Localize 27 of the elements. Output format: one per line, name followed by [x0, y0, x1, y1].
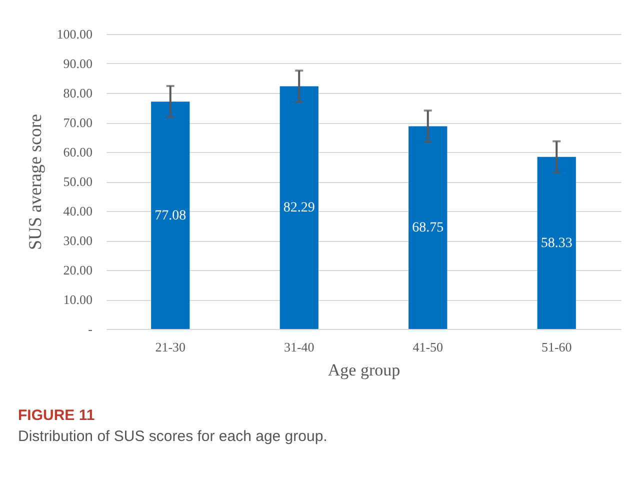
- bar: [537, 156, 576, 329]
- x-axis-title: Age group: [328, 360, 400, 380]
- y-tick-label: 80.00: [63, 86, 92, 100]
- y-tick-label: 50.00: [63, 174, 92, 189]
- bar: [151, 102, 190, 329]
- y-tick-label: 20.00: [63, 262, 92, 278]
- y-tick-label: -: [88, 322, 92, 336]
- x-tick-label: 21-30: [155, 340, 186, 354]
- y-tick-label: 100.00: [56, 26, 92, 42]
- text: Distribution of SUS scores for each age group.: [18, 428, 328, 445]
- data-label: 77.08: [154, 208, 186, 224]
- bar: [280, 86, 318, 329]
- data-label: 58.33: [540, 236, 572, 251]
- y-axis-title: SUS average score: [24, 114, 45, 250]
- x-tick-label: 51-60: [541, 340, 572, 354]
- data-label: 68.75: [412, 220, 444, 236]
- y-tick-label: 40.00: [63, 204, 92, 218]
- y-tick-label: 90.00: [63, 56, 92, 71]
- bar: [408, 126, 448, 329]
- x-tick-label: 31-40: [284, 340, 314, 354]
- x-tick-label: 41-50: [412, 340, 444, 354]
- text: FIGURE 11: [18, 407, 95, 424]
- y-tick-label: 70.00: [63, 115, 92, 130]
- data-label: 82.29: [283, 200, 315, 216]
- y-tick-label: 10.00: [63, 292, 92, 307]
- y-tick-label: 30.00: [63, 233, 92, 248]
- y-tick-label: 60.00: [63, 144, 92, 160]
